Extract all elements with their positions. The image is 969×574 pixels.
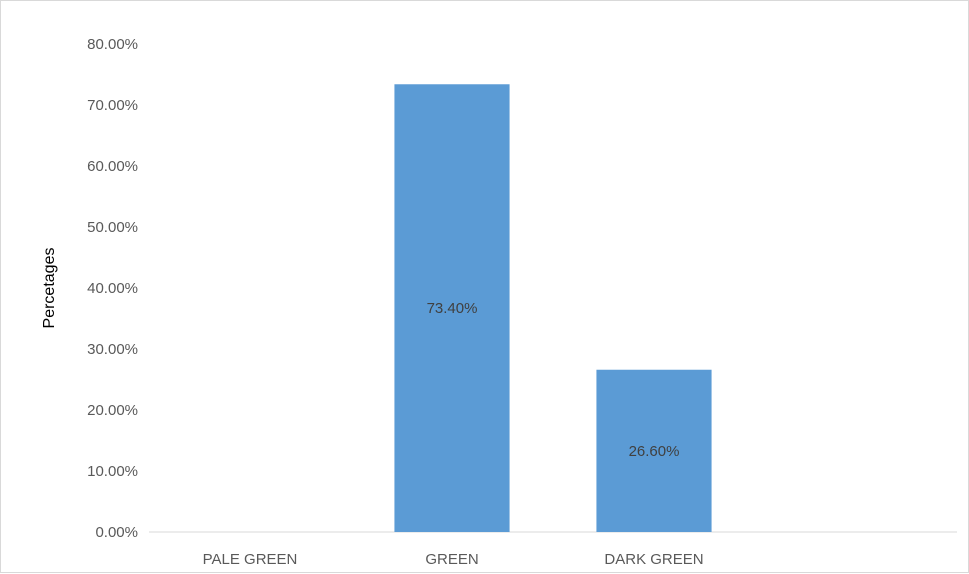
x-category-label: GREEN (425, 551, 478, 568)
y-tick-label: 0.00% (95, 524, 138, 541)
y-axis-ticks: 0.00% 10.00% 20.00% 30.00% 40.00% 50.00% 60.00… (87, 36, 138, 541)
x-category-label: DARK GREEN (604, 551, 703, 568)
x-category-label: PALE GREEN (203, 551, 298, 568)
y-tick-label: 30.00% (87, 341, 138, 358)
y-tick-label: 70.00% (87, 97, 138, 114)
y-tick-label: 40.00% (87, 280, 138, 297)
bars (394, 84, 712, 532)
y-tick-label: 10.00% (87, 463, 138, 480)
data-labels: 73.40% 26.60% (427, 300, 680, 460)
data-label: 73.40% (427, 300, 478, 317)
data-label: 26.60% (629, 443, 680, 460)
y-tick-label: 20.00% (87, 402, 138, 419)
y-tick-label: 80.00% (87, 36, 138, 53)
bar-green (394, 84, 510, 532)
y-axis-title: Percetages (41, 248, 58, 329)
y-tick-label: 60.00% (87, 158, 138, 175)
bar-dark-green (596, 369, 712, 532)
y-tick-label: 50.00% (87, 219, 138, 236)
x-axis-categories: PALE GREEN GREEN DARK GREEN (203, 551, 704, 568)
